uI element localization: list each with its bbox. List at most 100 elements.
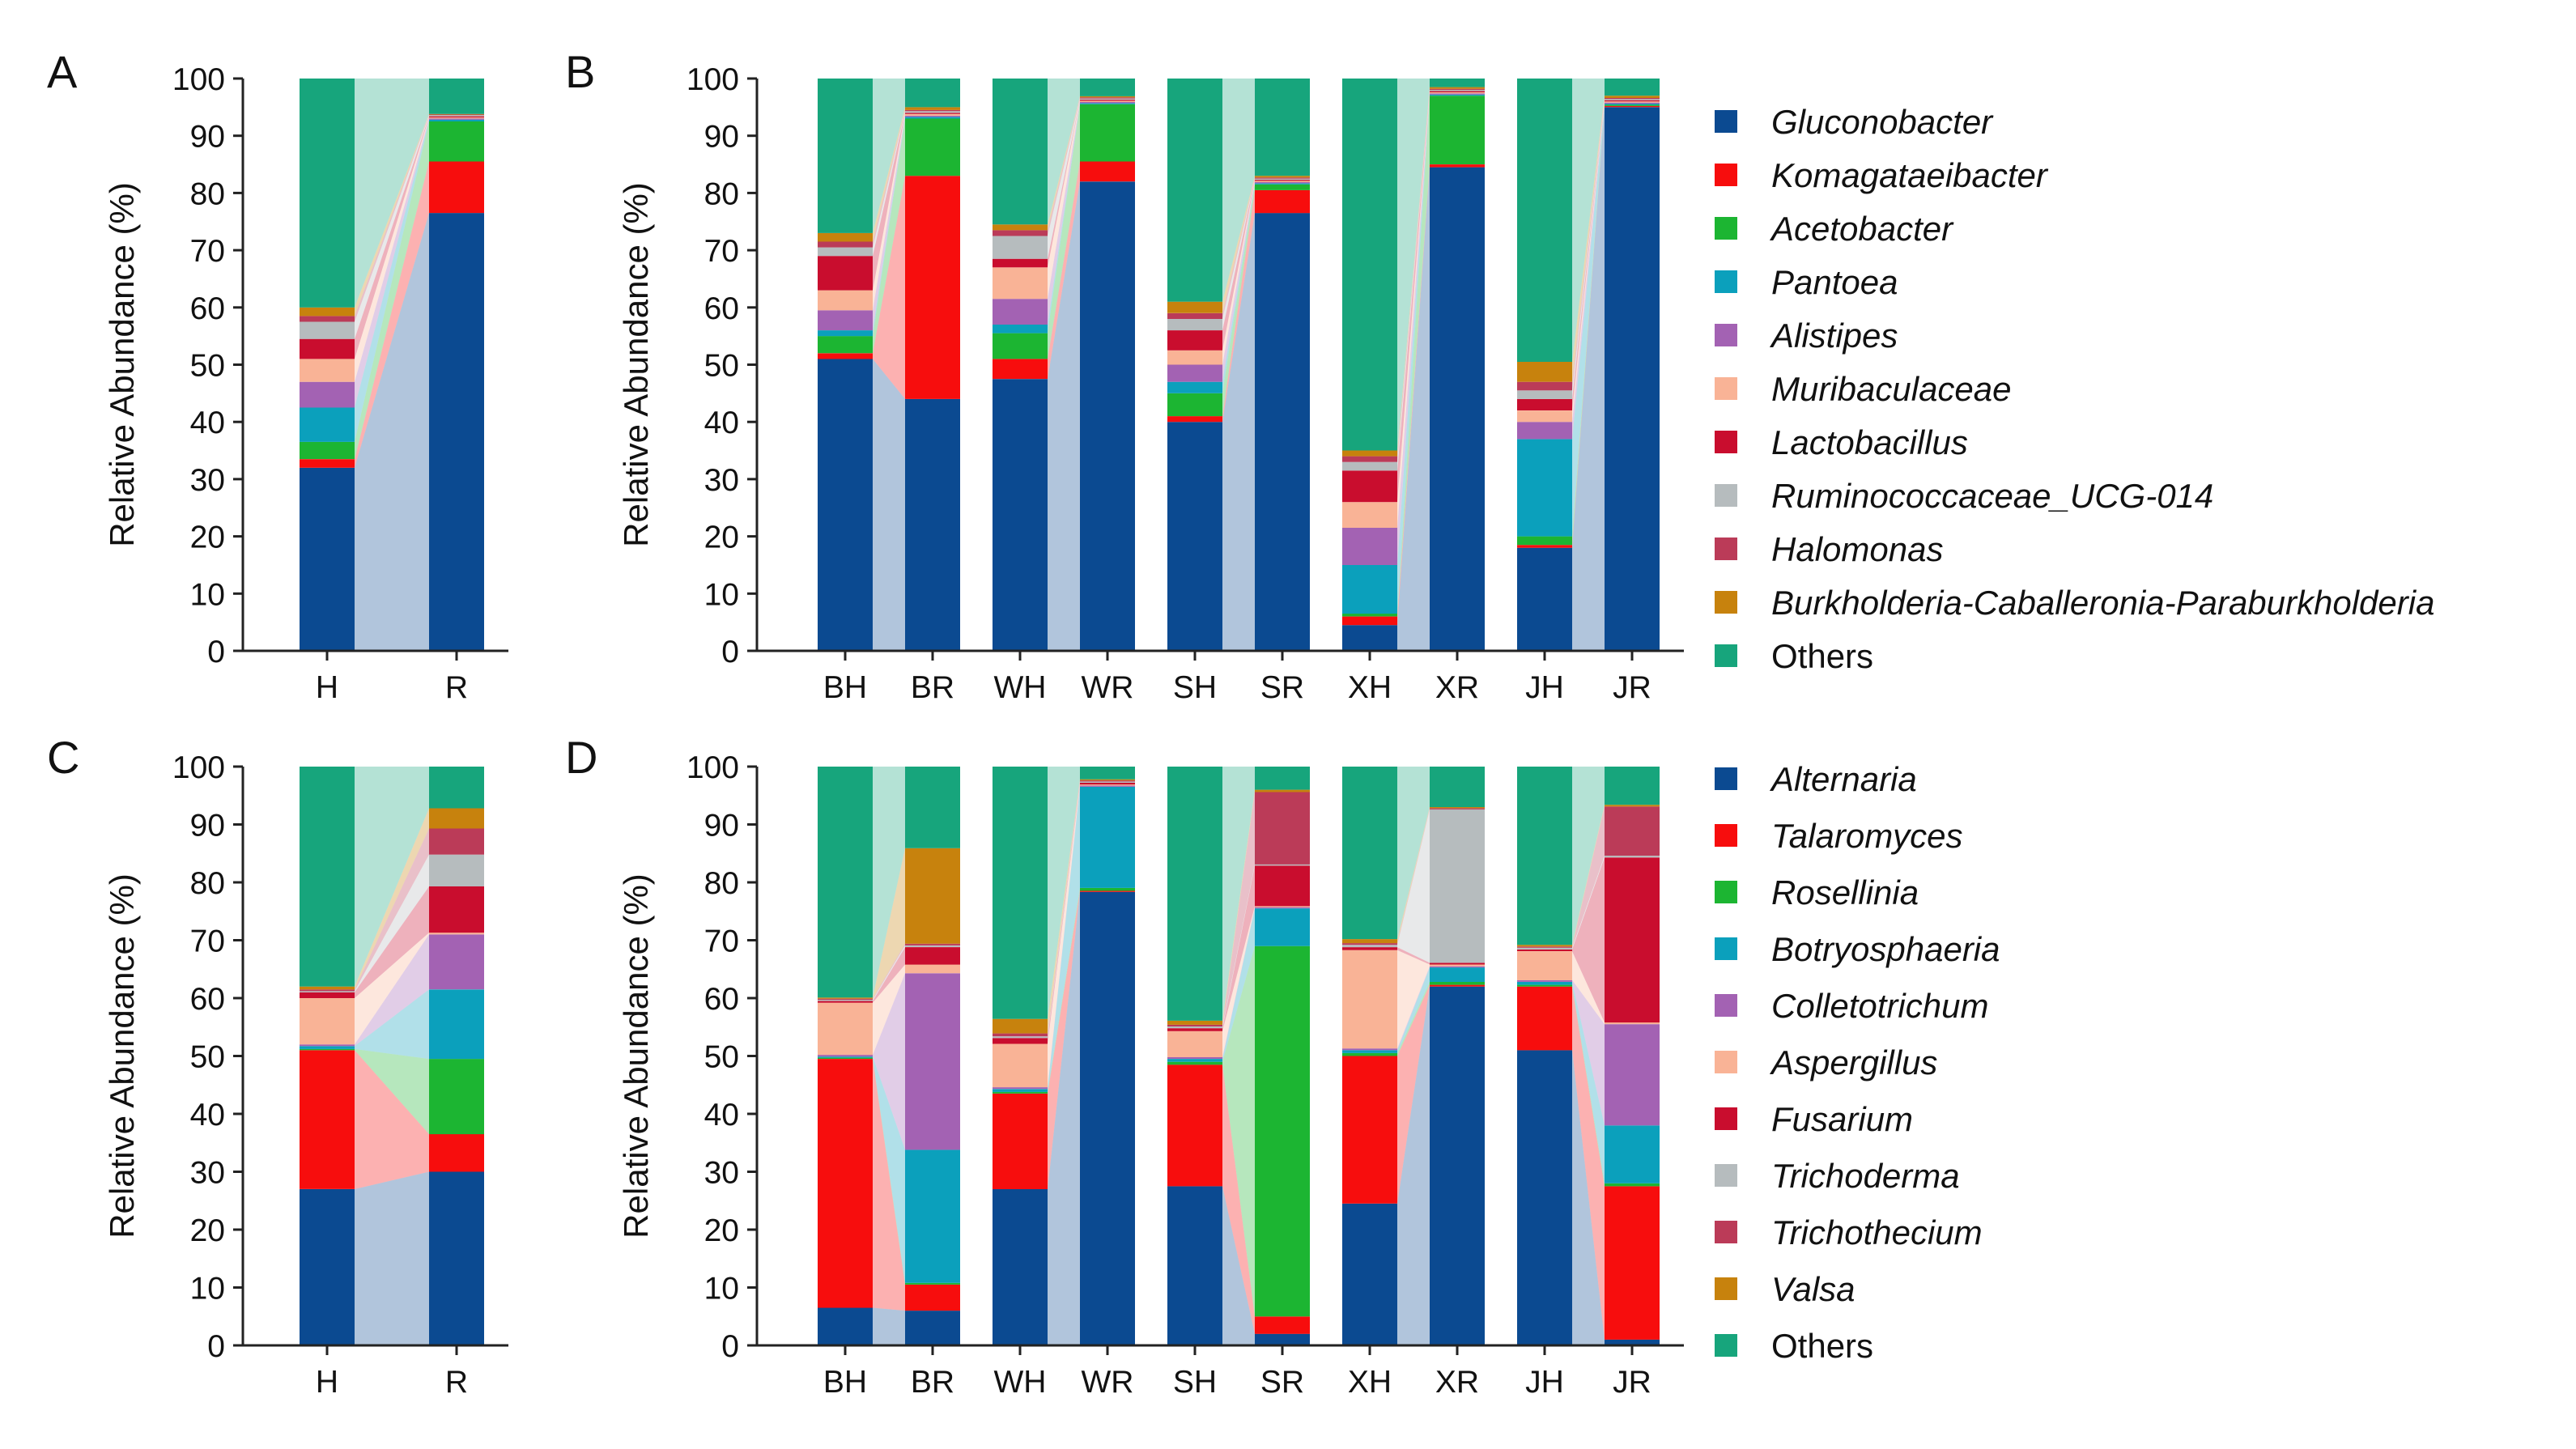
panel-d-bar-sh-colletotrichum [1167, 1056, 1222, 1059]
panel-b-bar-sh-komagataeibacter [1167, 416, 1222, 423]
panel-d-bar-br-trichothecium [905, 943, 960, 945]
panel-d-flow-xh-xr-trichothecium [1397, 808, 1430, 945]
panel-d-flow-wh-wr-fusarium [1048, 783, 1080, 1044]
panel-b-bar-jh-gluconobacter [1517, 547, 1572, 651]
panel-b-flow-xh-xr-muribaculaceae [1397, 92, 1430, 528]
panel-b-bar-wh-komagataeibacter [993, 359, 1048, 380]
panel-d-bar-sr-others [1255, 767, 1310, 790]
panel-d-bar-bh-alternaria [818, 1307, 873, 1345]
panel-b-flow-bh-br-pantoea [873, 117, 905, 337]
legend-1-swatch-komagataeibacter [1715, 164, 1737, 186]
panel-c-y-tick-label: 10 [190, 1272, 225, 1307]
panel-b-bar-sr-halomonas [1255, 177, 1310, 179]
panel-d-flow-xh-xr-rosellinia [1397, 982, 1430, 1056]
panel-d-bar-bh-botryosphaeria [818, 1056, 873, 1058]
panel-d-bar-sr-trichothecium [1255, 792, 1310, 865]
panel-d-x-tick-label-br: BR [911, 1365, 954, 1400]
panel-b-bar-jh-pantoea [1517, 439, 1572, 537]
legend-1-label-pantoea: Pantoea [1771, 263, 1898, 301]
panel-b-flow-jh-jr-gluconobacter [1572, 107, 1605, 651]
panel-d-bar-wh-others [993, 767, 1048, 1019]
panel-d-flow-bh-br-trichothecium [873, 943, 905, 1001]
panel-d-bar-xr-talaromyces [1430, 984, 1485, 987]
panel-b-flow-bh-br-burkholderia-caballeronia-paraburkholderia [873, 107, 905, 242]
panel-b-y-tick-label: 90 [704, 120, 739, 155]
panel-c-bar-r-trichoderma [429, 854, 484, 886]
panel-b-bar-sr-others [1255, 79, 1310, 176]
panel-d-flow-xh-xr-aspergillus [1397, 950, 1430, 1049]
panel-b-flow-xh-xr-others [1397, 79, 1430, 451]
panel-c-y-tick-label: 70 [190, 924, 225, 959]
panel-d-bar-sr-valsa [1255, 789, 1310, 792]
panel-d-flow-sh-sr-alternaria [1222, 1186, 1255, 1345]
panel-b-bar-sr-pantoea [1255, 183, 1310, 185]
panel-b-bar-bh-alistipes [818, 310, 873, 330]
panel-d-bar-xr-botryosphaeria [1430, 967, 1485, 982]
panel-c-bar-r-rosellinia [429, 1059, 484, 1135]
panel-a-y-tick-label: 70 [190, 234, 225, 269]
panel-d-bar-wr-trichothecium [1080, 780, 1135, 782]
panel-d-bar-bh-colletotrichum [818, 1055, 873, 1057]
panel-d-flow-jh-jr-others [1572, 767, 1605, 945]
panel-d-flow-jh-jr-aspergillus [1572, 951, 1605, 1025]
panel-b-flow-wh-wr-komagataeibacter [1048, 161, 1080, 380]
panel-b-flow-jh-jr-acetobacter [1572, 104, 1605, 546]
panel-d-flow-sh-sr-trichothecium [1222, 792, 1255, 1026]
legend-1-swatch-muribaculaceae [1715, 377, 1737, 400]
legend-2-swatch-others [1715, 1334, 1737, 1357]
panel-d-bar-br-valsa [905, 848, 960, 944]
panel-b-bar-jh-burkholderia-caballeronia-paraburkholderia [1517, 362, 1572, 382]
panel-b-x-tick-label-br: BR [911, 670, 954, 705]
panel-d-bar-jh-talaromyces [1517, 986, 1572, 1051]
panel-d-bar-jh-botryosphaeria [1517, 982, 1572, 985]
panel-b-x-tick-label-bh: BH [823, 670, 867, 705]
panel-b-bar-sr-gluconobacter [1255, 213, 1310, 652]
panel-c-bar-h-valsa [300, 986, 355, 990]
panel-b-bar-wr-gluconobacter [1080, 181, 1135, 652]
panel-b-bar-wh-acetobacter [993, 333, 1048, 359]
legend-1-label-muribaculaceae: Muribaculaceae [1771, 370, 2012, 408]
panel-b-bar-jr-gluconobacter [1605, 107, 1660, 651]
panel-d-bar-wr-botryosphaeria [1080, 787, 1135, 888]
panel-b-bar-wh-muribaculaceae [993, 267, 1048, 300]
panel-a-flow-h-r-burkholderia-caballeronia-paraburkholderia [355, 113, 429, 317]
panel-d-bar-br-trichoderma [905, 945, 960, 947]
panel-c-bar-h-colletotrichum [300, 1044, 355, 1047]
panel-d-bar-wr-colletotrichum [1080, 785, 1135, 787]
panel-b-flow-jh-jr-pantoea [1572, 104, 1605, 537]
panel-d-y-tick-label: 60 [704, 982, 739, 1017]
panel-d-bar-jh-rosellinia [1517, 984, 1572, 987]
panel-d-bar-jh-aspergillus [1517, 951, 1572, 980]
panel-d-bar-wh-valsa [993, 1018, 1048, 1034]
panel-d-flow-wh-wr-aspergillus [1048, 784, 1080, 1088]
panel-d-bar-jh-colletotrichum [1517, 979, 1572, 982]
panel-d-bar-wh-rosellinia [993, 1091, 1048, 1094]
panel-b-bar-wr-halomonas [1080, 97, 1135, 99]
panel-b-bar-jr-acetobacter [1605, 104, 1660, 106]
legend-2-swatch-valsa [1715, 1277, 1737, 1300]
panel-b-bar-xr-komagataeibacter [1430, 164, 1485, 168]
panel-d-flow-bh-br-rosellinia [873, 1057, 905, 1285]
legend-1-label-acetobacter: Acetobacter [1769, 210, 1954, 248]
panel-b-bar-br-acetobacter [905, 118, 960, 176]
panel-a-bar-h-ruminococcaceae-ucg-014 [300, 321, 355, 339]
panel-b-flow-bh-br-alistipes [873, 116, 905, 331]
panel-b-flow-wh-wr-alistipes [1048, 102, 1080, 325]
panel-d-bar-wr-others [1080, 767, 1135, 780]
panel-d-label: D [565, 732, 597, 783]
panel-d-bar-xr-valsa [1430, 807, 1485, 809]
panel-d-x-tick-label-jr: JR [1613, 1365, 1651, 1400]
panel-d-bar-xh-colletotrichum [1342, 1048, 1397, 1051]
panel-d-flow-xh-xr-trichoderma [1397, 809, 1430, 963]
legend-2-label-others: Others [1771, 1327, 1873, 1365]
panel-c-bar-r-valsa [429, 808, 484, 829]
panel-d-flow-bh-br-aspergillus [873, 964, 905, 1056]
panel-a-flow-h-r-komagataeibacter [355, 161, 429, 468]
panel-d-bar-bh-talaromyces [818, 1059, 873, 1308]
panel-d-bar-jr-talaromyces [1605, 1186, 1660, 1340]
panel-b-bar-sh-muribaculaceae [1167, 350, 1222, 365]
panel-d-flow-sh-sr-botryosphaeria [1222, 908, 1255, 1062]
panel-c-flow-h-r-trichothecium [355, 828, 429, 992]
panel-c-y-tick-label: 50 [190, 1040, 225, 1075]
panel-b-flow-xh-xr-pantoea [1397, 94, 1430, 614]
